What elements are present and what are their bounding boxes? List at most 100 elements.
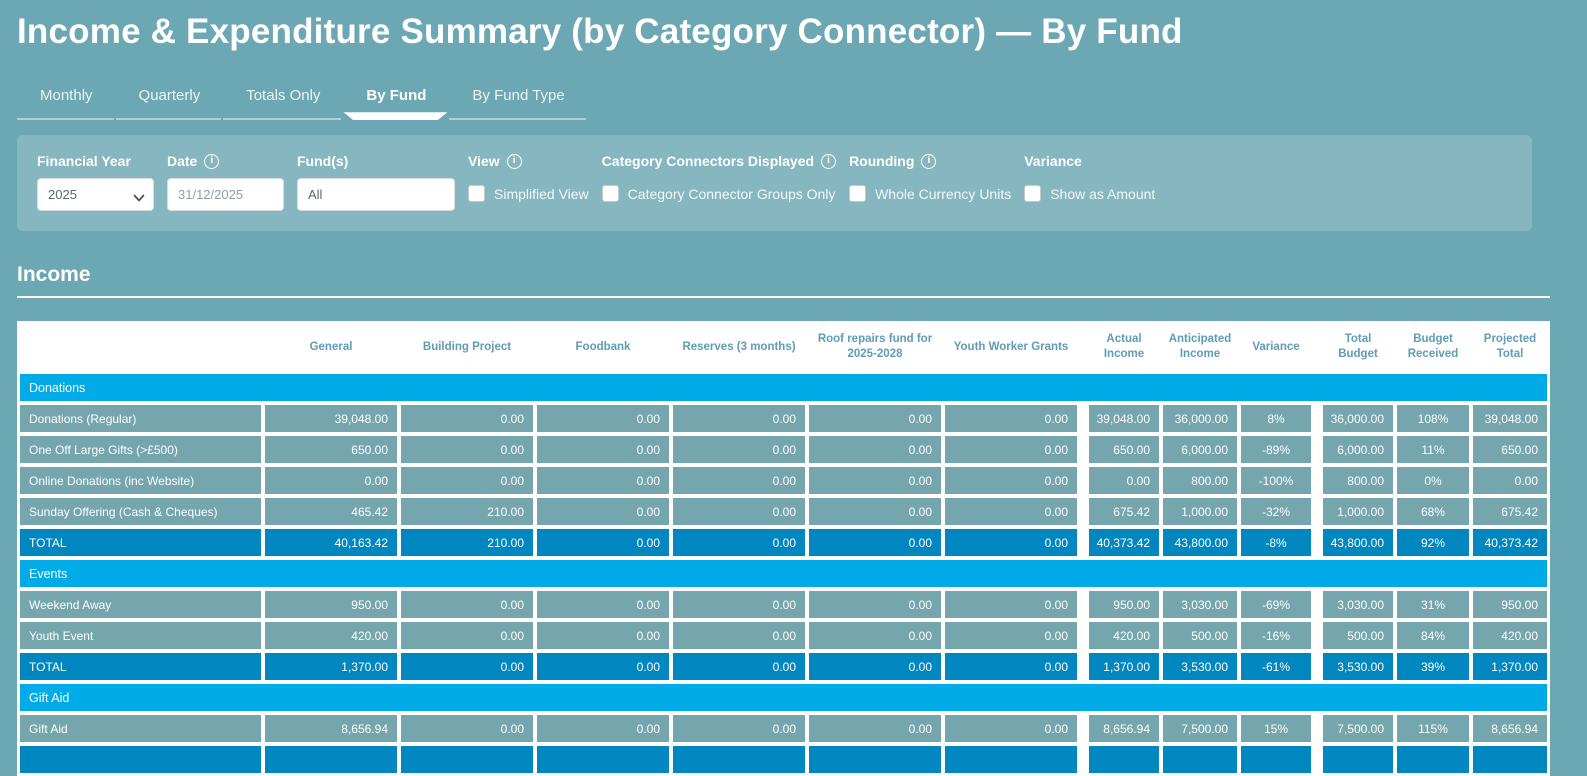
cell-youth-worker-grants: 0.00 [945,405,1077,433]
cell-roof-repairs-fund-for-2025-2028 [809,746,941,774]
column-group-spacer [1315,467,1319,495]
cell-variance [1241,746,1311,774]
row-label: TOTAL [20,653,261,681]
column-group-spacer [1315,529,1319,557]
cell-roof-repairs-fund-for-2025-2028: 0.00 [809,715,941,743]
column-group-spacer [1315,622,1319,650]
cell-anticipated-income: 6,000.00 [1163,436,1237,464]
column-group-spacer [1315,405,1319,433]
cell-foodbank: 0.00 [537,436,669,464]
cell-variance: -8% [1241,529,1311,557]
tab-totals-only[interactable]: Totals Only [223,81,343,121]
tab-monthly[interactable]: Monthly [17,81,116,121]
cell-budget-received [1397,746,1469,774]
cell-youth-worker-grants: 0.00 [945,591,1077,619]
filter-variance: Variance Show as Amount [1024,151,1155,203]
column-group-spacer [1081,591,1085,619]
row-label: Gift Aid [20,715,261,743]
table-row: Youth Event 420.00 0.00 0.00 0.00 0.00 0.00 420… [20,622,1547,650]
cell-building-project: 0.00 [401,467,533,495]
column-header-foodbank: Foodbank [537,324,669,371]
connector-groups-only-checkbox-input[interactable] [601,185,619,203]
column-header-general: General [265,324,397,371]
cell-roof-repairs-fund-for-2025-2028: 0.00 [809,653,941,681]
cell-general [265,746,397,774]
connector-groups-only-checkbox-label: Category Connector Groups Only [627,185,836,202]
cell-youth-worker-grants: 0.00 [945,498,1077,526]
tab-by-fund-type[interactable]: By Fund Type [449,81,587,121]
cell-anticipated-income [1163,746,1237,774]
cell-general: 39,048.00 [265,405,397,433]
cell-youth-worker-grants: 0.00 [945,715,1077,743]
tab-by-fund[interactable]: By Fund [343,81,449,120]
table-row: Sunday Offering (Cash & Cheques) 465.42 21… [20,498,1547,526]
cell-budget-received: 84% [1397,622,1469,650]
funds-input[interactable] [297,178,455,212]
column-header-reserves-3-months: Reserves (3 months) [673,324,805,371]
column-header-blank [20,324,261,371]
cell-foodbank: 0.00 [537,498,669,526]
cell-anticipated-income: 500.00 [1163,622,1237,650]
show-as-amount-checkbox-input[interactable] [1024,185,1042,203]
table-group-row: Donations [20,374,1547,402]
connector-groups-only-checkbox[interactable]: Category Connector Groups Only [601,185,836,203]
cell-building-project: 0.00 [401,591,533,619]
cell-variance: -89% [1241,436,1311,464]
table-row: TOTAL 40,163.42 210.00 0.00 0.00 0.00 0.00 40,3… [20,529,1547,557]
date-input[interactable] [167,178,284,212]
column-group-spacer [1315,436,1319,464]
info-icon[interactable]: i [921,153,937,169]
cell-projected-total: 40,373.42 [1473,529,1547,557]
info-icon[interactable]: i [204,153,220,169]
group-row-label: Events [20,560,1547,588]
row-label: Weekend Away [20,591,261,619]
cell-roof-repairs-fund-for-2025-2028: 0.00 [809,467,941,495]
cell-projected-total [1473,746,1547,774]
row-label: TOTAL [20,529,261,557]
simplified-view-checkbox[interactable]: Simplified View [468,185,589,203]
simplified-view-checkbox-input[interactable] [468,185,485,203]
tab-quarterly[interactable]: Quarterly [115,81,224,121]
cell-youth-worker-grants: 0.00 [945,436,1077,464]
info-icon[interactable]: i [506,153,522,169]
cell-youth-worker-grants: 0.00 [945,653,1077,681]
table-row [20,746,1547,774]
column-group-spacer [1315,746,1319,774]
cell-projected-total: 420.00 [1473,622,1547,650]
whole-currency-units-checkbox-input[interactable] [849,185,867,203]
cell-variance: 8% [1241,405,1311,433]
cell-youth-worker-grants: 0.00 [945,467,1077,495]
cell-general: 650.00 [265,436,397,464]
info-icon[interactable]: i [821,153,837,169]
cell-total-budget: 36,000.00 [1323,405,1393,433]
cell-building-project: 0.00 [401,715,533,743]
cell-reserves-3-months: 0.00 [673,529,805,557]
cell-reserves-3-months: 0.00 [673,653,805,681]
row-label: Donations (Regular) [20,405,261,433]
show-as-amount-checkbox[interactable]: Show as Amount [1024,185,1155,203]
cell-variance: -100% [1241,467,1311,495]
cell-reserves-3-months: 0.00 [673,498,805,526]
cell-roof-repairs-fund-for-2025-2028: 0.00 [809,436,941,464]
cell-general: 8,656.94 [265,715,397,743]
section-title-income: Income [17,263,91,287]
table-header-row: General Building Project Foodbank Reserves … [20,324,1547,371]
cell-projected-total: 39,048.00 [1473,405,1547,433]
cell-actual-income: 8,656.94 [1089,715,1159,743]
column-group-spacer [1315,498,1319,526]
cell-actual-income: 950.00 [1089,591,1159,619]
cell-roof-repairs-fund-for-2025-2028: 0.00 [809,591,941,619]
table-group-row: Gift Aid [20,684,1547,712]
table-row: One Off Large Gifts (>£500) 650.00 0.00 0.0… [20,436,1547,464]
filter-financial-year: Financial Year 2025 [37,151,154,212]
cell-total-budget: 800.00 [1323,467,1393,495]
cell-actual-income: 420.00 [1089,622,1159,650]
financial-year-select[interactable]: 2025 [37,178,154,212]
cell-anticipated-income: 7,500.00 [1163,715,1237,743]
cell-general: 950.00 [265,591,397,619]
cell-reserves-3-months: 0.00 [673,405,805,433]
cell-anticipated-income: 3,030.00 [1163,591,1237,619]
cell-general: 420.00 [265,622,397,650]
group-row-label: Gift Aid [20,684,1547,712]
whole-currency-units-checkbox[interactable]: Whole Currency Units [849,185,1011,203]
